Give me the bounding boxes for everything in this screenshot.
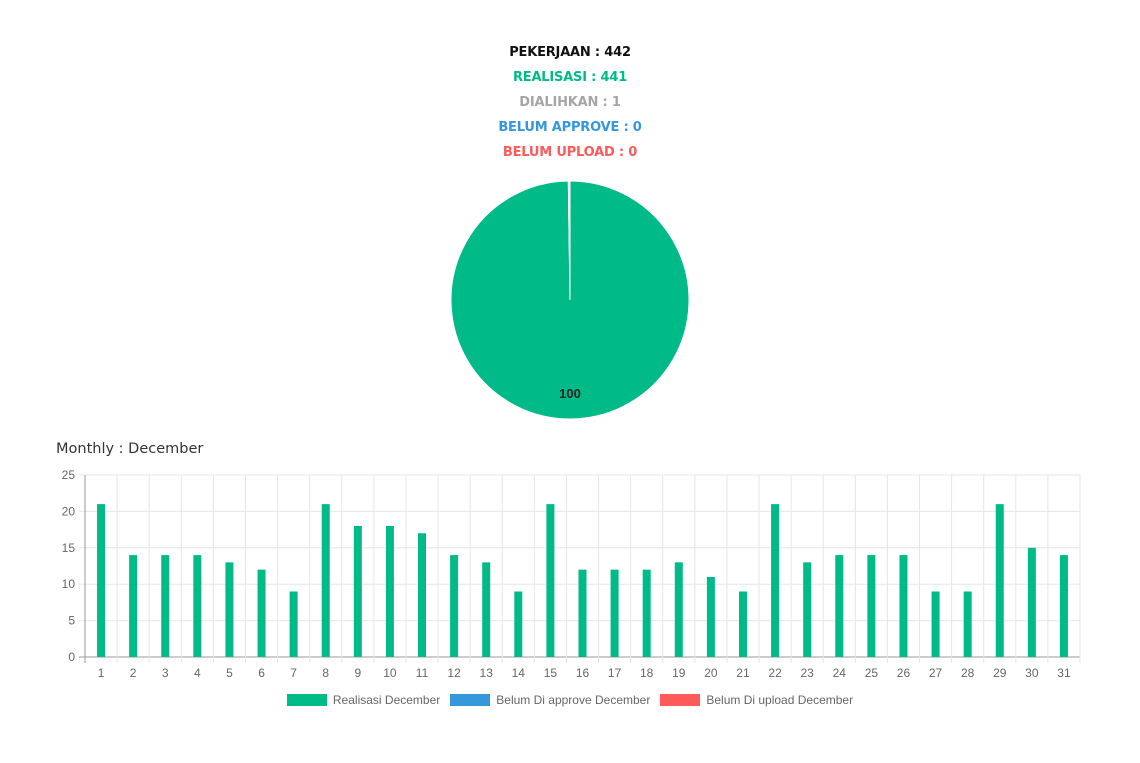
bar-realisasi-25[interactable] — [867, 555, 876, 657]
bar-realisasi-24[interactable] — [835, 555, 844, 657]
x-tick-label: 10 — [383, 666, 397, 680]
x-tick-label: 11 — [416, 666, 429, 680]
bar-realisasi-19[interactable] — [674, 562, 683, 657]
y-tick-label: 5 — [68, 614, 75, 628]
bar-realisasi-7[interactable] — [289, 591, 298, 657]
bar-realisasi-31[interactable] — [1059, 555, 1068, 657]
x-tick-label: 19 — [672, 666, 686, 680]
x-tick-label: 29 — [993, 666, 1007, 680]
x-tick-label: 16 — [576, 666, 590, 680]
bar-realisasi-9[interactable] — [353, 525, 362, 657]
x-tick-label: 23 — [800, 666, 814, 680]
realisasi-count: REALISASI : 441 — [512, 70, 628, 85]
x-tick-label: 31 — [1057, 666, 1071, 680]
bar-legend: Realisasi December Belum Di approve Dece… — [0, 693, 1140, 707]
bar-realisasi-11[interactable] — [418, 533, 427, 657]
x-tick-label: 8 — [322, 666, 329, 680]
x-tick-label: 3 — [162, 666, 169, 680]
bar-realisasi-17[interactable] — [610, 569, 619, 657]
bar-realisasi-20[interactable] — [706, 576, 715, 657]
legend-label: Realisasi December — [332, 693, 441, 707]
x-tick-label: 28 — [961, 666, 975, 680]
bar-realisasi-22[interactable] — [771, 504, 780, 657]
bar-realisasi-2[interactable] — [129, 555, 138, 657]
bar-realisasi-14[interactable] — [514, 591, 523, 657]
bar-realisasi-30[interactable] — [1027, 547, 1036, 657]
x-tick-label: 6 — [258, 666, 265, 680]
bar-realisasi-12[interactable] — [450, 555, 459, 657]
bar-realisasi-1[interactable] — [97, 504, 106, 657]
legend-label: Belum Di approve December — [496, 693, 651, 707]
summary-stats: PEKERJAAN : 442 REALISASI : 441 DIALIHKA… — [0, 40, 1140, 165]
y-tick-label: 25 — [62, 468, 76, 482]
legend-item-realisasi[interactable]: Realisasi December — [286, 693, 441, 707]
legend-label: Belum Di upload December — [706, 693, 854, 707]
legend-swatch-red — [660, 694, 701, 706]
bar-realisasi-6[interactable] — [257, 569, 266, 657]
monthly-chart-title: Monthly : December — [56, 441, 204, 457]
bar-realisasi-10[interactable] — [385, 525, 394, 657]
bar-realisasi-23[interactable] — [803, 562, 812, 657]
belum-approve-count: BELUM APPROVE : 0 — [498, 120, 642, 135]
bar-realisasi-5[interactable] — [225, 562, 234, 657]
x-tick-label: 4 — [194, 666, 201, 680]
x-tick-label: 22 — [768, 666, 782, 680]
y-tick-label: 10 — [62, 577, 76, 591]
bar-realisasi-18[interactable] — [642, 569, 651, 657]
legend-item-belum-upload[interactable]: Belum Di upload December — [660, 693, 853, 707]
x-tick-label: 13 — [480, 666, 494, 680]
bar-realisasi-26[interactable] — [899, 555, 908, 657]
legend-swatch-green — [286, 694, 327, 706]
bar-realisasi-3[interactable] — [161, 555, 170, 657]
x-tick-label: 9 — [354, 666, 361, 680]
x-tick-label: 18 — [640, 666, 654, 680]
x-tick-label: 7 — [290, 666, 297, 680]
bar-realisasi-13[interactable] — [482, 562, 491, 657]
pekerjaan-count: PEKERJAAN : 442 — [509, 45, 631, 60]
bar-realisasi-16[interactable] — [578, 569, 587, 657]
x-tick-label: 17 — [608, 666, 622, 680]
x-tick-label: 15 — [544, 666, 558, 680]
y-tick-label: 20 — [62, 504, 76, 518]
x-tick-label: 27 — [929, 666, 943, 680]
x-tick-label: 1 — [98, 666, 105, 680]
y-tick-label: 15 — [62, 541, 76, 555]
x-tick-label: 30 — [1025, 666, 1039, 680]
x-tick-label: 5 — [226, 666, 233, 680]
x-tick-label: 12 — [447, 666, 461, 680]
pie-data-label: 100 — [559, 386, 581, 401]
y-tick-label: 0 — [68, 650, 75, 664]
bar-realisasi-8[interactable] — [321, 504, 330, 657]
belum-upload-count: BELUM UPLOAD : 0 — [502, 145, 638, 160]
dialihkan-count: DIALIHKAN : 1 — [519, 95, 621, 110]
x-tick-label: 21 — [736, 666, 750, 680]
bar-realisasi-28[interactable] — [963, 591, 972, 657]
x-tick-label: 14 — [512, 666, 526, 680]
legend-swatch-blue — [450, 694, 491, 706]
bar-realisasi-21[interactable] — [738, 591, 747, 657]
x-tick-label: 2 — [130, 666, 137, 680]
bar-realisasi-27[interactable] — [931, 591, 940, 657]
legend-item-belum-approve[interactable]: Belum Di approve December — [450, 693, 650, 707]
pie-chart: 100 — [450, 180, 690, 420]
x-tick-label: 25 — [865, 666, 879, 680]
x-tick-label: 24 — [833, 666, 847, 680]
pie-slice-1[interactable] — [567, 180, 571, 301]
bar-realisasi-29[interactable] — [995, 504, 1004, 657]
x-tick-label: 26 — [897, 666, 911, 680]
bar-realisasi-15[interactable] — [546, 504, 555, 657]
x-tick-label: 20 — [704, 666, 718, 680]
bar-realisasi-4[interactable] — [193, 555, 202, 657]
